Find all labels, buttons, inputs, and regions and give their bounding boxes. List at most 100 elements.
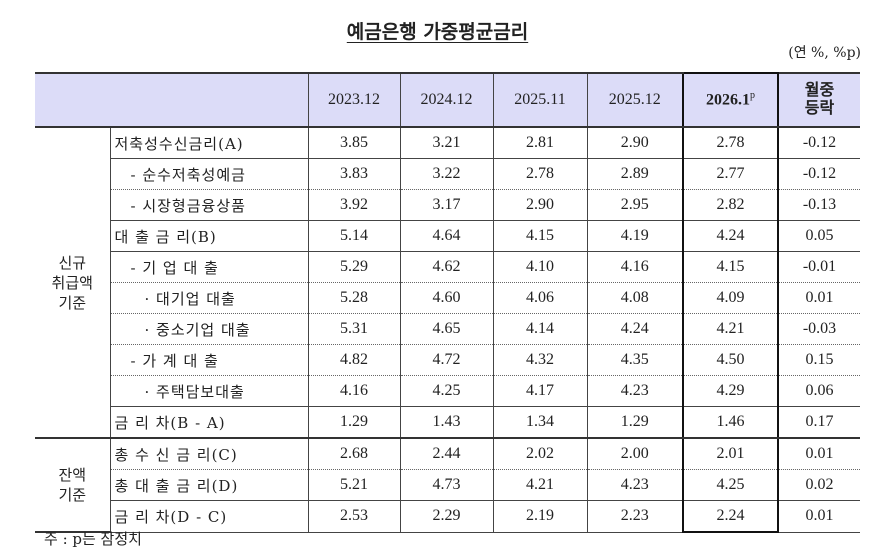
row-label: - 기 업 대 출 xyxy=(109,251,308,283)
value-cell: 2.29 xyxy=(399,500,493,533)
value-cell: 4.72 xyxy=(399,344,493,376)
value-cell: 4.24 xyxy=(682,220,779,252)
col-header: 2024.12 xyxy=(399,72,493,128)
value-cell: 2.95 xyxy=(586,189,683,221)
value-cell: 4.23 xyxy=(586,375,683,407)
value-cell: 0.01 xyxy=(777,500,860,533)
value-cell: 1.29 xyxy=(586,406,683,439)
value-cell: 4.24 xyxy=(586,313,683,345)
row-label: 총 수 신 금 리(C) xyxy=(109,438,308,470)
value-cell: 2.44 xyxy=(399,438,493,470)
value-cell: 2.90 xyxy=(492,189,587,221)
value-cell: 2.01 xyxy=(682,438,779,470)
row-label: - 시장형금융상품 xyxy=(109,189,308,221)
value-cell: 2.68 xyxy=(307,438,400,470)
value-cell: 4.08 xyxy=(586,282,683,314)
row-label: 금 리 차(B - A) xyxy=(109,406,308,439)
value-cell: 2.00 xyxy=(586,438,683,470)
col-header-current: 2026.1p xyxy=(682,72,779,128)
table-row: 신규 취급액 기준 저축성수신금리(A) 3.85 3.21 2.81 2.90 2.78-… xyxy=(35,127,860,439)
header-blank xyxy=(35,72,308,128)
value-cell: 0.01 xyxy=(777,438,860,470)
value-cell: -0.01 xyxy=(777,251,860,283)
value-cell: -0.12 xyxy=(777,158,860,190)
row-label: 저축성수신금리(A) xyxy=(109,127,308,159)
value-cell: 4.73 xyxy=(399,469,493,501)
value-cell: 1.43 xyxy=(399,406,493,439)
value-cell: 4.64 xyxy=(399,220,493,252)
group-label: 잔액 기준 xyxy=(35,438,110,533)
row-label: 대 출 금 리(B) xyxy=(109,220,308,252)
value-cell: 4.14 xyxy=(492,313,587,345)
value-cell: 3.21 xyxy=(399,127,493,159)
row-label: - 순수저축성예금 xyxy=(109,158,308,190)
value-cell: 3.17 xyxy=(399,189,493,221)
value-cell: 4.25 xyxy=(399,375,493,407)
table-row: 금 리 차(B - A) 1.29 1.43 1.34 1.29 1.46 0.17 xyxy=(35,406,860,439)
value-cell: 4.09 xyxy=(682,282,779,314)
row-label: 총 대 출 금 리(D) xyxy=(109,469,308,501)
value-cell: 4.82 xyxy=(307,344,400,376)
row-label: · 주택담보대출 xyxy=(109,375,308,407)
value-cell: 0.17 xyxy=(777,406,860,439)
value-cell: 5.29 xyxy=(307,251,400,283)
value-cell: 2.02 xyxy=(492,438,587,470)
table-row: - 순수저축성예금 3.83 3.22 2.78 2.89 2.77 -0.12 xyxy=(35,158,860,190)
col-header: 2025.12 xyxy=(586,72,683,128)
value-cell: 4.06 xyxy=(492,282,587,314)
interest-rate-table: 2023.12 2024.12 2025.11 2025.12 2026.1p … xyxy=(35,72,860,533)
table-row: · 대기업 대출 5.28 4.60 4.06 4.08 4.09 0.01 xyxy=(35,282,860,314)
value-cell: 5.28 xyxy=(307,282,400,314)
value-cell: 3.92 xyxy=(307,189,400,221)
value-cell: 5.21 xyxy=(307,469,400,501)
value-cell: -0.13 xyxy=(777,189,860,221)
table-row: 금 리 차(D - C) 2.53 2.29 2.19 2.23 2.24 0.01 xyxy=(35,500,860,533)
value-cell: 2.19 xyxy=(492,500,587,533)
value-cell: 2.78 xyxy=(492,158,587,190)
row-label: · 대기업 대출 xyxy=(109,282,308,314)
table-row: - 기 업 대 출 5.29 4.62 4.10 4.16 4.15 -0.01 xyxy=(35,251,860,283)
value-cell: 3.85 xyxy=(307,127,400,159)
value-cell: 1.46 xyxy=(682,406,779,439)
table-row: 총 대 출 금 리(D) 5.21 4.73 4.21 4.23 4.25 0.02 xyxy=(35,469,860,501)
col-header: 2025.11 xyxy=(492,72,587,128)
value-cell: 3.22 xyxy=(399,158,493,190)
col-header: 2023.12 xyxy=(307,72,400,128)
value-cell: 2.82 xyxy=(682,189,779,221)
value-cell: 4.60 xyxy=(399,282,493,314)
value-cell: 4.10 xyxy=(492,251,587,283)
table-row: - 시장형금융상품 3.92 3.17 2.90 2.95 2.82 -0.13 xyxy=(35,189,860,221)
value-cell: 4.29 xyxy=(682,375,779,407)
value-cell: 5.31 xyxy=(307,313,400,345)
group-label: 신규 취급액 기준 xyxy=(35,127,110,439)
unit-label: (연 %, %p) xyxy=(788,45,861,61)
row-label: - 가 계 대 출 xyxy=(109,344,308,376)
value-cell: 4.21 xyxy=(682,313,779,345)
value-cell: 3.83 xyxy=(307,158,400,190)
value-cell: 4.23 xyxy=(586,469,683,501)
value-cell: 0.05 xyxy=(777,220,860,252)
row-label: · 중소기업 대출 xyxy=(109,313,308,345)
table-row: 잔액 기준 총 수 신 금 리(C) 2.68 2.44 2.02 2.00 2.01 0.0… xyxy=(35,438,860,533)
value-cell: 4.16 xyxy=(307,375,400,407)
value-cell: -0.12 xyxy=(777,127,860,159)
value-cell: 4.19 xyxy=(586,220,683,252)
value-cell: -0.03 xyxy=(777,313,860,345)
table-row: · 중소기업 대출 5.31 4.65 4.14 4.24 4.21 -0.03 xyxy=(35,313,860,345)
value-cell: 2.89 xyxy=(586,158,683,190)
value-cell: 4.16 xyxy=(586,251,683,283)
table-row: · 주택담보대출 4.16 4.25 4.17 4.23 4.29 0.06 xyxy=(35,375,860,407)
table-title: 예금은행 가중평균금리 xyxy=(346,21,529,43)
value-cell: 4.15 xyxy=(492,220,587,252)
value-cell: 0.01 xyxy=(777,282,860,314)
header-row: 2023.12 2024.12 2025.11 2025.12 2026.1p … xyxy=(35,72,860,128)
value-cell: 2.90 xyxy=(586,127,683,159)
value-cell: 4.35 xyxy=(586,344,683,376)
value-cell: 2.78 xyxy=(682,127,779,159)
table-row: 대 출 금 리(B) 5.14 4.64 4.15 4.19 4.24 0.05 xyxy=(35,220,860,252)
value-cell: 4.32 xyxy=(492,344,587,376)
value-cell: 0.02 xyxy=(777,469,860,501)
value-cell: 2.81 xyxy=(492,127,587,159)
value-cell: 0.06 xyxy=(777,375,860,407)
value-cell: 5.14 xyxy=(307,220,400,252)
